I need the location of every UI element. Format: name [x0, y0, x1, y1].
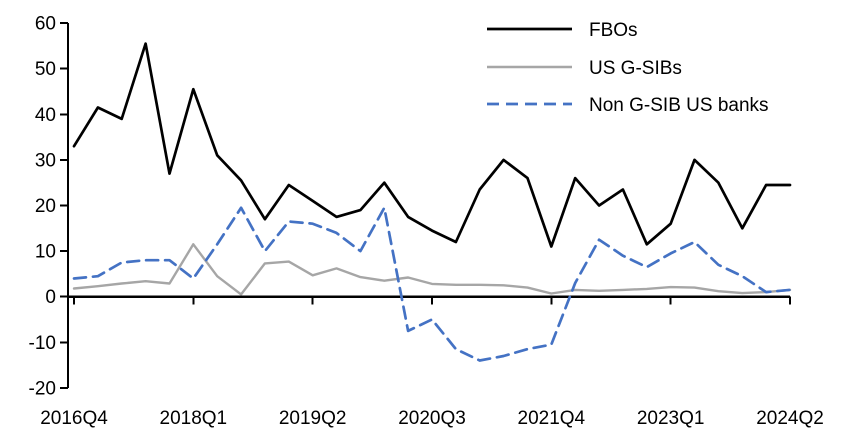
x-tick-label: 2021Q4 — [518, 408, 586, 429]
y-tick-label: 40 — [35, 105, 56, 126]
x-tick-label: 2023Q1 — [637, 408, 705, 429]
axes — [60, 22, 791, 389]
x-tick-label: 2018Q1 — [160, 408, 228, 429]
legend-label-fbos: FBOs — [589, 20, 638, 41]
legend-label-non-gsib: Non G-SIB US banks — [589, 95, 769, 116]
y-tick-label: -20 — [29, 378, 56, 399]
x-tick-label: 2020Q3 — [398, 408, 466, 429]
y-tick-label: -10 — [29, 333, 56, 354]
y-tick-label: 20 — [35, 196, 56, 217]
x-tick-label: 2019Q2 — [279, 408, 347, 429]
x-tick-label: 2016Q4 — [40, 408, 108, 429]
y-tick-label: 30 — [35, 150, 56, 171]
series-lines — [72, 42, 792, 362]
series-line-us-g-sibs — [72, 243, 792, 296]
legend: FBOs US G-SIBs Non G-SIB US banks — [487, 20, 769, 116]
y-tick-label: 60 — [35, 14, 56, 35]
y-tick-label: 0 — [45, 287, 56, 308]
legend-label-us-gsibs: US G-SIBs — [589, 58, 682, 79]
y-tick-label: 50 — [35, 59, 56, 80]
x-tick-label: 2024Q2 — [756, 408, 824, 429]
series-line-fbos — [72, 42, 792, 248]
series-line-non-g-sib-us-banks — [72, 206, 792, 362]
axis-tick-labels: 60 50 40 30 20 10 0 -10 -20 2016Q4 2018Q1 2019Q2 202… — [29, 14, 824, 429]
y-tick-label: 10 — [35, 242, 56, 263]
